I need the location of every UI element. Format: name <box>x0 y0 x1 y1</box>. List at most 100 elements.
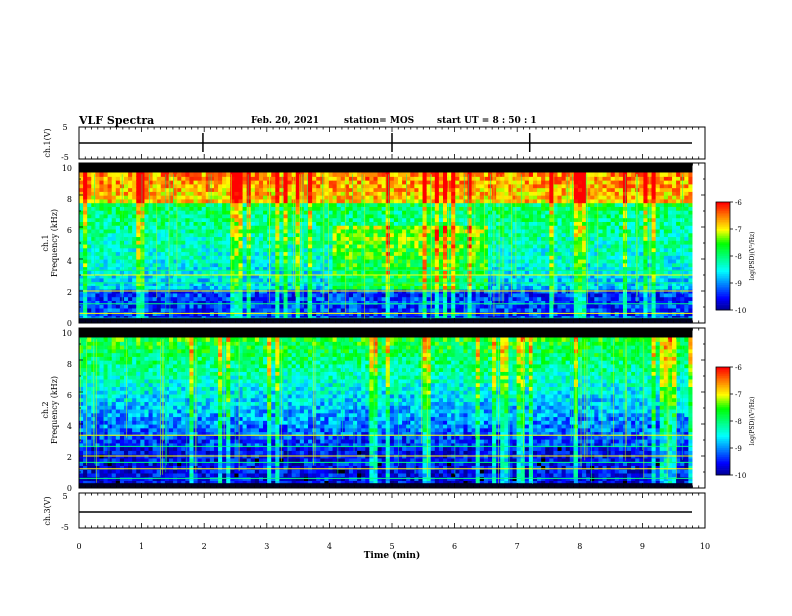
spectrogram-cell <box>300 233 304 237</box>
spectrogram-cell <box>337 285 341 289</box>
spectrogram-cell <box>144 172 148 176</box>
spectrogram-cell <box>194 184 198 188</box>
spectrogram-cell <box>365 210 369 214</box>
spectrogram-cell <box>312 229 316 233</box>
spectrogram-cell <box>373 210 377 214</box>
spectrogram-cell <box>504 304 508 308</box>
spectrogram-cell <box>99 236 103 240</box>
spectrogram-cell <box>439 251 443 255</box>
spectrogram-cell <box>112 210 116 214</box>
spectrogram-cell <box>144 259 148 263</box>
spectrogram-cell <box>508 218 512 222</box>
spectrogram-cell <box>226 282 230 286</box>
spectrogram-cell <box>537 188 541 192</box>
spectrogram-cell <box>157 233 161 237</box>
spectrogram-cell <box>157 278 161 282</box>
spectrogram-cell <box>541 188 545 192</box>
spectrogram-cell <box>386 180 390 184</box>
spectrogram-cell <box>513 180 517 184</box>
spectrogram-cell <box>513 210 517 214</box>
spectrogram-cell <box>341 225 345 229</box>
spectrogram-cell <box>112 184 116 188</box>
spectrogram-cell <box>226 297 230 301</box>
spectrogram-cell <box>472 176 476 180</box>
spectrogram-cell <box>427 282 431 286</box>
spectrogram-cell <box>533 176 537 180</box>
spectrogram-cell <box>341 188 345 192</box>
spectrogram-cell <box>549 221 553 225</box>
spectrogram-cell <box>578 203 582 207</box>
spectrogram-cell <box>210 225 214 229</box>
spectrogram-cell <box>288 293 292 297</box>
spectrogram-cell <box>308 214 312 218</box>
spectrogram-cell <box>161 233 165 237</box>
figure-start-time: start UT = 8 : 50 : 1 <box>437 116 537 126</box>
spectrogram-cell <box>157 297 161 301</box>
spectrogram-cell <box>128 244 132 248</box>
spectrogram-cell <box>194 180 198 184</box>
spectrogram-cell <box>108 225 112 229</box>
spectrogram-cell <box>87 308 91 312</box>
spectrogram-cell <box>525 195 529 199</box>
spectrogram-cell <box>263 236 267 240</box>
spectrogram-cell <box>398 270 402 274</box>
spectrogram-cell <box>132 214 136 218</box>
spectrogram-cell <box>333 172 337 176</box>
spectrogram-cell <box>402 225 406 229</box>
spectrogram-cell <box>267 308 271 312</box>
spectrogram-cell <box>288 255 292 259</box>
spectrogram-cell <box>239 270 243 274</box>
spectrogram-cell <box>402 259 406 263</box>
spectrogram-cell <box>324 304 328 308</box>
spectrogram-cell <box>108 248 112 252</box>
spectrogram-cell <box>382 191 386 195</box>
spectrogram-cell <box>316 191 320 195</box>
spectrogram-cell <box>177 188 181 192</box>
spectrogram-cell <box>353 206 357 210</box>
spectrogram-cell <box>185 172 189 176</box>
spectrogram-cell <box>566 210 570 214</box>
spectrogram-cell <box>226 259 230 263</box>
spectrogram-cell <box>390 221 394 225</box>
spectrogram-cell <box>337 278 341 282</box>
spectrogram-cell <box>99 308 103 312</box>
spectrogram-cell <box>341 263 345 267</box>
spectrogram-cell <box>414 184 418 188</box>
spectrogram-cell <box>472 233 476 237</box>
spectrogram-cell <box>463 180 467 184</box>
spectrogram-cell <box>521 297 525 301</box>
spectrogram-cell <box>455 282 459 286</box>
spectrogram-cell <box>558 184 562 188</box>
spectrogram-cell <box>181 221 185 225</box>
spectrogram-cell <box>328 206 332 210</box>
spectrogram-cell <box>185 206 189 210</box>
spectrogram-cell <box>562 282 566 286</box>
spectrogram-cell <box>79 304 83 308</box>
spectrogram-cell <box>206 172 210 176</box>
spectrogram-cell <box>157 221 161 225</box>
spectrogram-cell <box>181 191 185 195</box>
spectrogram-cell <box>427 221 431 225</box>
spectrogram-cell <box>189 191 193 195</box>
spectrogram-cell <box>87 263 91 267</box>
spectrogram-cell <box>91 218 95 222</box>
spectrogram-cell <box>292 297 296 301</box>
spectrogram-cell <box>455 172 459 176</box>
spectrogram-cell <box>243 203 247 207</box>
spectrogram-cell <box>108 285 112 289</box>
spectrogram-cell <box>202 199 206 203</box>
spectrogram-cell <box>259 297 263 301</box>
spectrogram-cell <box>406 255 410 259</box>
spectrogram-cell <box>202 184 206 188</box>
spectrogram-cell <box>463 203 467 207</box>
spectrogram-cell <box>300 191 304 195</box>
spectrogram-cell <box>443 236 447 240</box>
spectrogram-cell <box>541 240 545 244</box>
spectrogram-cell <box>194 240 198 244</box>
spectrogram-cell <box>243 229 247 233</box>
spectrogram-cell <box>455 218 459 222</box>
spectrogram-cell <box>476 172 480 176</box>
spectrogram-cell <box>562 218 566 222</box>
spectrogram-cell <box>230 244 234 248</box>
spectrogram-cell <box>333 184 337 188</box>
